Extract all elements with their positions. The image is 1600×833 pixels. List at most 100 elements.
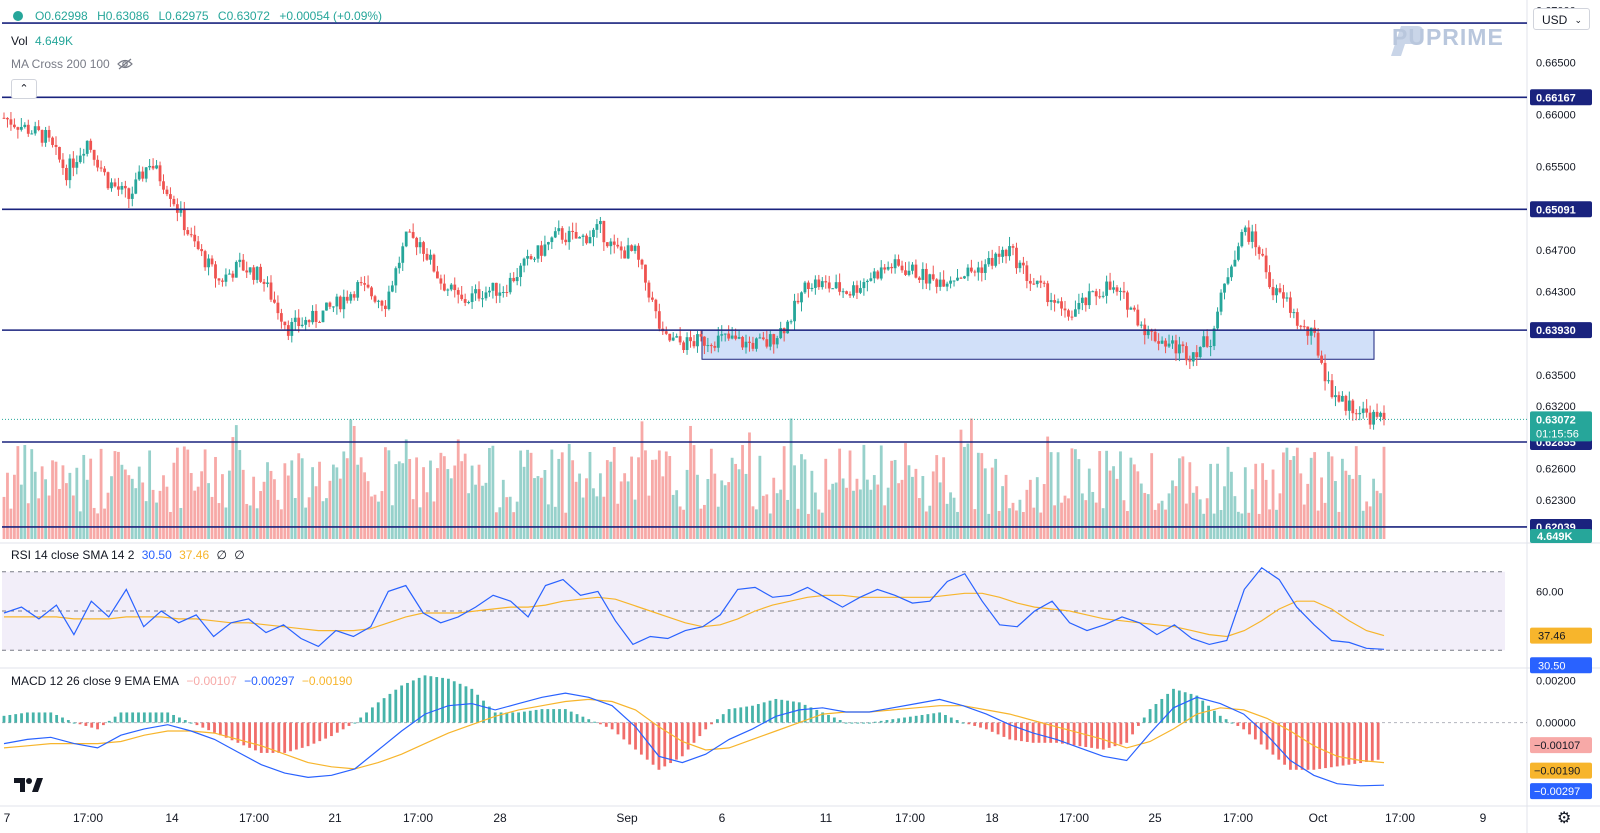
candle-body: [384, 305, 387, 310]
puprime-watermark: PUPRIME: [1392, 24, 1504, 50]
candle-body: [623, 250, 627, 259]
time-tick-label: 28: [493, 811, 507, 825]
macd-histogram-bar: [1189, 693, 1193, 723]
macd-histogram-bar: [961, 722, 965, 724]
macd-histogram-bar: [137, 712, 140, 723]
eye-hidden-icon[interactable]: [117, 58, 133, 70]
macd-histogram-bar: [1242, 722, 1246, 730]
volume-bar: [1313, 452, 1317, 539]
candle-body: [210, 258, 214, 265]
volume-bar: [467, 493, 471, 539]
macd-histogram-bar: [569, 711, 573, 723]
volume-legend[interactable]: Vol 4.649K: [11, 34, 77, 48]
candle-body: [331, 306, 335, 308]
candle-body: [512, 277, 516, 282]
volume-bar: [997, 510, 1001, 539]
volume-bar: [1178, 458, 1181, 539]
candle-body: [456, 290, 460, 295]
candle-body: [886, 266, 890, 270]
volume-bar: [429, 460, 432, 539]
volume-bar: [338, 478, 342, 539]
macd-histogram-bar: [429, 676, 433, 723]
settings-gear-icon[interactable]: ⚙: [1557, 810, 1572, 827]
candle-body: [1115, 287, 1119, 292]
volume-bar: [859, 489, 862, 539]
candle-body: [467, 302, 471, 304]
candle-body: [1264, 255, 1268, 273]
macd-histogram-bar: [406, 682, 409, 723]
price-tick-label: 0.63200: [1536, 401, 1576, 413]
candle-body: [768, 334, 772, 347]
volume-bar: [796, 508, 800, 539]
volume-bar: [963, 446, 966, 539]
candle-body: [411, 232, 415, 238]
macd-histogram-bar: [1014, 722, 1018, 741]
candle-body: [1004, 249, 1008, 257]
currency-selector[interactable]: USD ⌄: [1533, 8, 1590, 30]
volume-bar: [182, 446, 186, 539]
volume-bar: [900, 479, 904, 539]
volume-bar: [1205, 498, 1209, 539]
volume-bar: [328, 480, 332, 539]
candle-body: [723, 333, 727, 335]
macd-histogram-bar: [43, 712, 47, 723]
macd-histogram-bar: [154, 712, 158, 723]
macd-histogram-bar: [160, 712, 164, 723]
volume-bar: [158, 490, 162, 539]
candle-body: [1288, 297, 1292, 313]
candle-body: [1028, 280, 1032, 284]
rsi-legend[interactable]: RSI 14 close SMA 14 2 30.50 37.46 ∅ ∅: [11, 548, 249, 562]
volume-bar: [432, 501, 436, 539]
candle-body: [529, 256, 533, 259]
volume-bar: [71, 495, 75, 539]
macd-histogram-bar: [967, 722, 971, 725]
candle-body: [501, 291, 505, 293]
volume-bar: [931, 471, 935, 539]
macd-legend[interactable]: MACD 12 26 close 9 EMA EMA −0.00107 −0.0…: [11, 674, 356, 688]
macd-histogram-bar: [552, 709, 556, 723]
time-tick-label: 17:00: [73, 811, 103, 825]
volume-bar: [16, 446, 20, 539]
volume-bar: [786, 499, 790, 539]
volume-bar: [1233, 496, 1237, 539]
macd-histogram-bar: [499, 712, 503, 723]
macd-histogram-bar: [172, 714, 175, 723]
candle-body: [16, 127, 20, 130]
candle-body: [626, 245, 630, 259]
volume-bar: [283, 463, 287, 539]
volume-bar: [1056, 452, 1060, 539]
volume-bar: [827, 489, 831, 539]
candle-body: [793, 300, 796, 322]
volume-bar: [501, 479, 505, 539]
candle-body: [1129, 307, 1133, 310]
candle-body: [422, 242, 425, 254]
candle-body: [1053, 300, 1057, 303]
volume-bar: [262, 481, 266, 539]
candle-body: [1119, 290, 1122, 292]
macd-histogram-bar: [558, 709, 561, 723]
volume-bar: [647, 495, 651, 539]
candle-body: [553, 231, 557, 238]
volume-bar: [1250, 489, 1254, 539]
volume-bar: [727, 482, 731, 539]
tradingview-logo[interactable]: [14, 775, 44, 799]
volume-bar: [106, 492, 110, 539]
ma-cross-legend[interactable]: MA Cross 200 100: [11, 57, 133, 71]
candle-body: [824, 281, 828, 283]
volume-bar: [976, 452, 980, 539]
candle-body: [338, 296, 342, 310]
collapse-legend-button[interactable]: ⌃: [11, 79, 37, 99]
volume-bar: [1025, 489, 1029, 539]
volume-bar: [644, 450, 647, 539]
candle-body: [983, 264, 987, 273]
candle-body: [817, 279, 821, 288]
candle-body: [311, 310, 314, 323]
macd-pane: [2, 675, 1527, 787]
volume-bar: [942, 457, 946, 539]
volume-bar: [117, 451, 120, 539]
volume-bar: [286, 475, 290, 539]
volume-bar: [1001, 486, 1004, 539]
macd-histogram-bar: [376, 702, 380, 723]
volume-bar: [221, 474, 224, 539]
